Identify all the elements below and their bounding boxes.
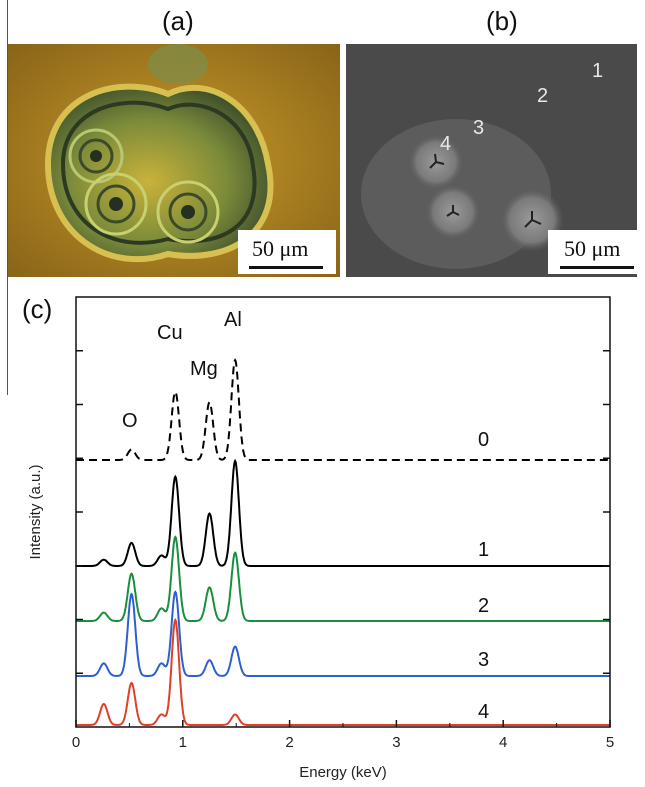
x-tick-label-3: 3 [392,734,400,751]
sem-point-4: 4 [440,133,451,155]
panel-b-label: (b) [486,6,518,36]
x-tick-label-2: 2 [285,734,293,751]
element-label-cu: Cu [157,322,183,344]
x-axis-label: Energy (keV) [299,764,387,781]
series-label-4: 4 [478,701,489,723]
panel-b-scalebar-line [560,266,634,269]
margin-line [7,0,8,395]
element-label-o: O [122,410,138,432]
spectrum-line-0 [76,357,610,461]
element-label-al: Al [224,309,242,331]
panel-a-scalebar-text: 50 μm [252,236,309,261]
series-label-3: 3 [478,649,489,671]
sem-point-3: 3 [473,117,484,139]
tick-layer: 0 1 2 3 4 5 [72,350,614,751]
x-tick-label-1: 1 [179,734,187,751]
sem-point-2: 2 [537,85,548,107]
x-tick-label-5: 5 [606,734,614,751]
sem-point-1: 1 [592,60,603,82]
panel-a-label: (a) [162,6,194,36]
y-axis-label: Intensity (a.u.) [27,464,44,559]
series-layer [76,357,610,726]
plot-frame [75,296,611,728]
spectrum-line-3 [76,590,610,677]
element-label-mg: Mg [190,358,218,380]
x-tick-label-4: 4 [499,734,507,751]
series-label-1: 1 [478,539,489,561]
spectrum-line-2 [76,535,610,622]
spectrum-line-1 [76,458,610,567]
panel-b-scalebar-text: 50 μm [564,236,621,261]
series-label-2: 2 [478,595,489,617]
x-tick-label-0: 0 [72,734,80,751]
panel-a-scalebar-line [249,266,323,269]
panel-c-label: (c) [22,294,53,324]
series-label-0: 0 [478,429,489,451]
